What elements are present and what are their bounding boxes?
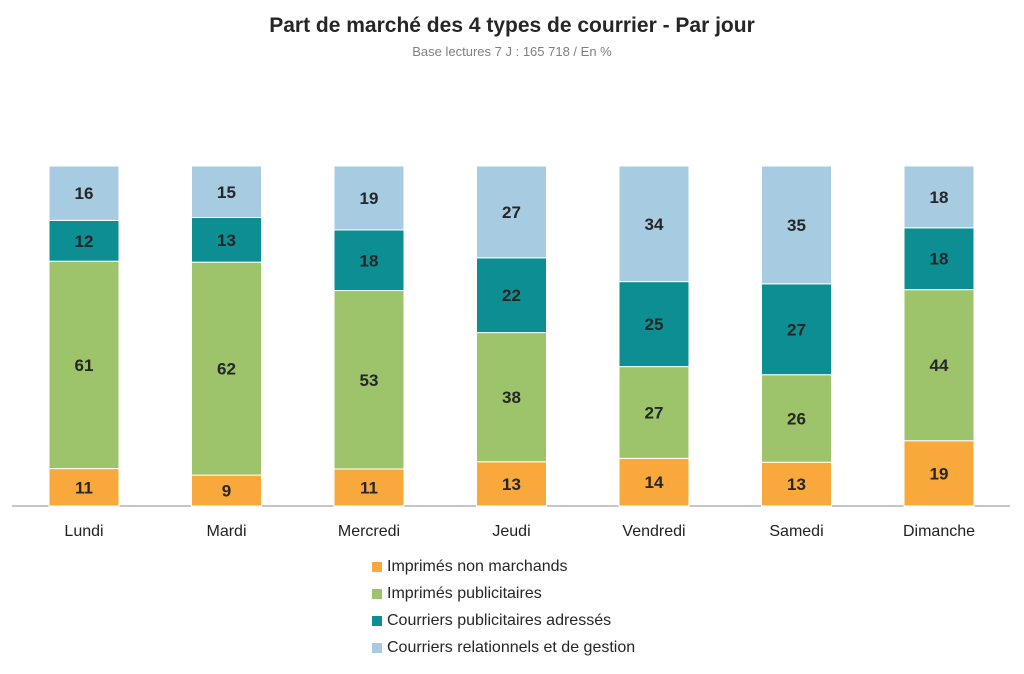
data-label-jeudi-s2: 22 [502, 286, 521, 305]
data-label-mercredi-s1: 53 [360, 371, 379, 390]
data-label-mardi-s2: 13 [217, 231, 236, 250]
data-label-lundi-s3: 16 [75, 184, 94, 203]
data-label-lundi-s1: 61 [75, 356, 94, 375]
x-tick-label-mercredi: Mercredi [338, 523, 400, 540]
bar-segment-mardi-s1 [191, 261, 262, 476]
data-label-vendredi-s3: 34 [645, 215, 664, 234]
data-label-dimanche-s1: 44 [930, 356, 949, 375]
legend-swatch [372, 561, 382, 572]
bar-segment-samedi-s3 [761, 165, 832, 285]
data-label-vendredi-s1: 27 [645, 404, 664, 423]
legend-label: Imprimés non marchands [387, 557, 568, 575]
data-label-dimanche-s2: 18 [930, 250, 949, 269]
data-label-mardi-s0: 9 [222, 482, 231, 501]
data-label-samedi-s0: 13 [787, 475, 806, 494]
data-label-samedi-s2: 27 [787, 320, 806, 339]
data-label-dimanche-s0: 19 [930, 464, 949, 483]
bar-segment-vendredi-s3 [618, 165, 690, 283]
data-label-jeudi-s0: 13 [502, 475, 521, 494]
data-label-lundi-s2: 12 [75, 232, 94, 251]
legend-swatch [372, 588, 382, 599]
legend-swatch [372, 615, 382, 626]
bar-segment-vendredi-s2 [618, 281, 690, 368]
data-label-vendredi-s2: 25 [645, 315, 664, 334]
chart-legend: Imprimés non marchands Imprimés publicita… [372, 553, 635, 661]
data-label-lundi-s0: 11 [75, 478, 93, 497]
x-tick-label-jeudi: Jeudi [492, 523, 530, 540]
x-tick-label-lundi: Lundi [64, 523, 103, 540]
legend-item: Imprimés publicitaires [372, 580, 635, 607]
bar-segment-mardi-s2 [191, 217, 262, 263]
x-tick-label-vendredi: Vendredi [622, 523, 685, 540]
bar-segment-vendredi-s1 [618, 366, 690, 459]
legend-label: Courriers publicitaires adressés [387, 611, 612, 629]
bar-segment-mercredi-s3 [333, 165, 405, 231]
bar-segment-mardi-s0 [191, 474, 262, 507]
data-label-jeudi-s3: 27 [502, 203, 521, 222]
bar-segment-mardi-s3 [191, 165, 262, 219]
data-label-samedi-s1: 26 [787, 409, 806, 428]
x-tick-label-samedi: Samedi [769, 523, 823, 540]
data-label-jeudi-s1: 38 [502, 388, 521, 407]
bar-segment-lundi-s0 [48, 468, 120, 507]
bar-segment-dimanche-s3 [903, 165, 975, 229]
data-label-dimanche-s3: 18 [930, 188, 949, 207]
data-label-mercredi-s3: 19 [360, 189, 379, 208]
bar-segment-jeudi-s0 [476, 461, 547, 507]
bar-segment-jeudi-s3 [476, 165, 547, 259]
data-label-mercredi-s2: 18 [360, 251, 379, 270]
data-label-vendredi-s0: 14 [645, 473, 664, 492]
bar-segment-mercredi-s0 [333, 468, 405, 507]
legend-swatch [372, 642, 382, 653]
chart-subtitle: Base lectures 7 J : 165 718 / En % [412, 44, 612, 59]
legend-item: Courriers relationnels et de gestion [372, 634, 635, 661]
bar-segment-dimanche-s1 [903, 289, 975, 442]
bar-segment-jeudi-s2 [476, 257, 547, 334]
x-tick-label-dimanche: Dimanche [903, 523, 975, 540]
legend-item: Courriers publicitaires adressés [372, 607, 635, 634]
data-label-mardi-s1: 62 [217, 360, 236, 379]
bar-segment-jeudi-s1 [476, 332, 547, 463]
bar-segment-samedi-s1 [761, 374, 832, 463]
data-label-mardi-s3: 15 [217, 183, 236, 202]
chart-title: Part de marché des 4 types de courrier -… [269, 14, 755, 37]
legend-label: Courriers relationnels et de gestion [387, 638, 636, 656]
bar-segment-dimanche-s2 [903, 227, 975, 291]
bar-segment-lundi-s3 [48, 165, 120, 221]
legend-item: Imprimés non marchands [372, 553, 635, 580]
x-tick-label-mardi: Mardi [206, 523, 246, 540]
bar-segment-mercredi-s1 [333, 290, 405, 470]
bar-segment-samedi-s0 [761, 461, 832, 507]
data-label-samedi-s3: 35 [787, 216, 806, 235]
legend-label: Imprimés publicitaires [387, 584, 542, 602]
data-label-mercredi-s0: 11 [360, 478, 378, 497]
bar-segment-lundi-s1 [48, 260, 120, 470]
